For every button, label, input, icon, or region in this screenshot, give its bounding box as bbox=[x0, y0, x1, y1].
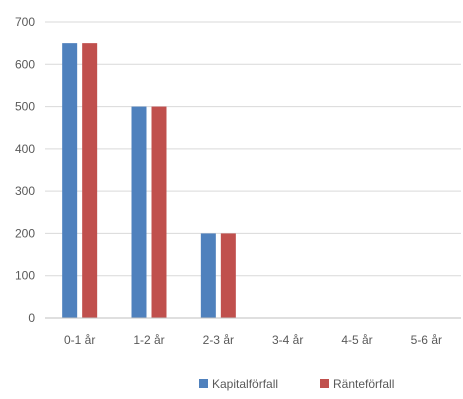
y-tick-label: 0 bbox=[28, 311, 35, 325]
legend-label-kapitalforfall: Kapitalförfall bbox=[212, 377, 278, 391]
y-tick-label: 600 bbox=[15, 57, 35, 71]
x-tick-label: 2-3 år bbox=[203, 333, 234, 347]
x-tick-label: 1-2 år bbox=[133, 333, 164, 347]
bar bbox=[221, 233, 236, 318]
legend-swatch-ranteforfall bbox=[320, 379, 329, 388]
y-tick-label: 200 bbox=[15, 226, 35, 240]
y-tick-label: 100 bbox=[15, 269, 35, 283]
legend-swatch-kapitalforfall bbox=[199, 379, 208, 388]
y-tick-label: 700 bbox=[15, 15, 35, 29]
legend-label-ranteforfall: Räntеförfall bbox=[333, 377, 394, 391]
gridlines bbox=[45, 22, 461, 276]
x-tick-label: 5-6 år bbox=[411, 333, 442, 347]
y-axis-ticks: 0 100 200 300 400 500 600 700 bbox=[15, 15, 35, 325]
x-axis-ticks: 0-1 år 1-2 år 2-3 år 3-4 år 4-5 år 5-6 år bbox=[64, 333, 442, 347]
y-tick-label: 500 bbox=[15, 100, 35, 114]
x-tick-label: 0-1 år bbox=[64, 333, 95, 347]
x-tick-label: 4-5 år bbox=[341, 333, 372, 347]
bar bbox=[152, 107, 167, 318]
y-tick-label: 300 bbox=[15, 184, 35, 198]
bar bbox=[82, 43, 97, 318]
bar bbox=[132, 107, 147, 318]
bar bbox=[62, 43, 77, 318]
legend: Kapitalförfall Räntеförfall bbox=[199, 377, 394, 391]
x-tick-label: 3-4 år bbox=[272, 333, 303, 347]
bar bbox=[201, 233, 216, 318]
bars bbox=[62, 43, 236, 318]
y-tick-label: 400 bbox=[15, 142, 35, 156]
